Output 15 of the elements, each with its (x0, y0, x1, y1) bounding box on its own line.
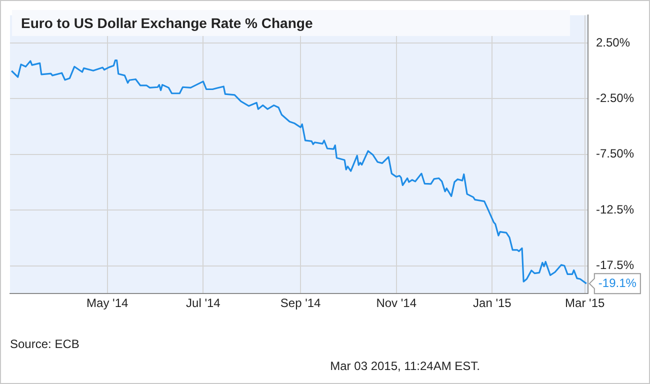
x-tick-label: Nov '14 (376, 296, 417, 310)
x-tick-label: Mar '15 (565, 296, 605, 310)
y-tick-label: 2.50% (596, 35, 630, 50)
y-tick-label: -12.5% (596, 202, 634, 216)
x-tick-label: Jul '14 (186, 296, 221, 310)
chart-title: Euro to US Dollar Exchange Rate % Change (20, 14, 313, 33)
y-tick-label: -2.50% (596, 91, 634, 106)
y-tick-label: -17.5% (596, 258, 634, 272)
source-note: Source: ECB (10, 337, 80, 351)
y-tick-label: -7.50% (596, 146, 634, 161)
data-label: -19.1% (598, 276, 637, 290)
x-tick-label: Jan '15 (473, 296, 512, 310)
x-tick-label: Sep '14 (280, 296, 322, 310)
text: Mar 03 2015, 11:24AM EST. (330, 359, 480, 373)
x-tick-label: May '14 (86, 296, 129, 310)
